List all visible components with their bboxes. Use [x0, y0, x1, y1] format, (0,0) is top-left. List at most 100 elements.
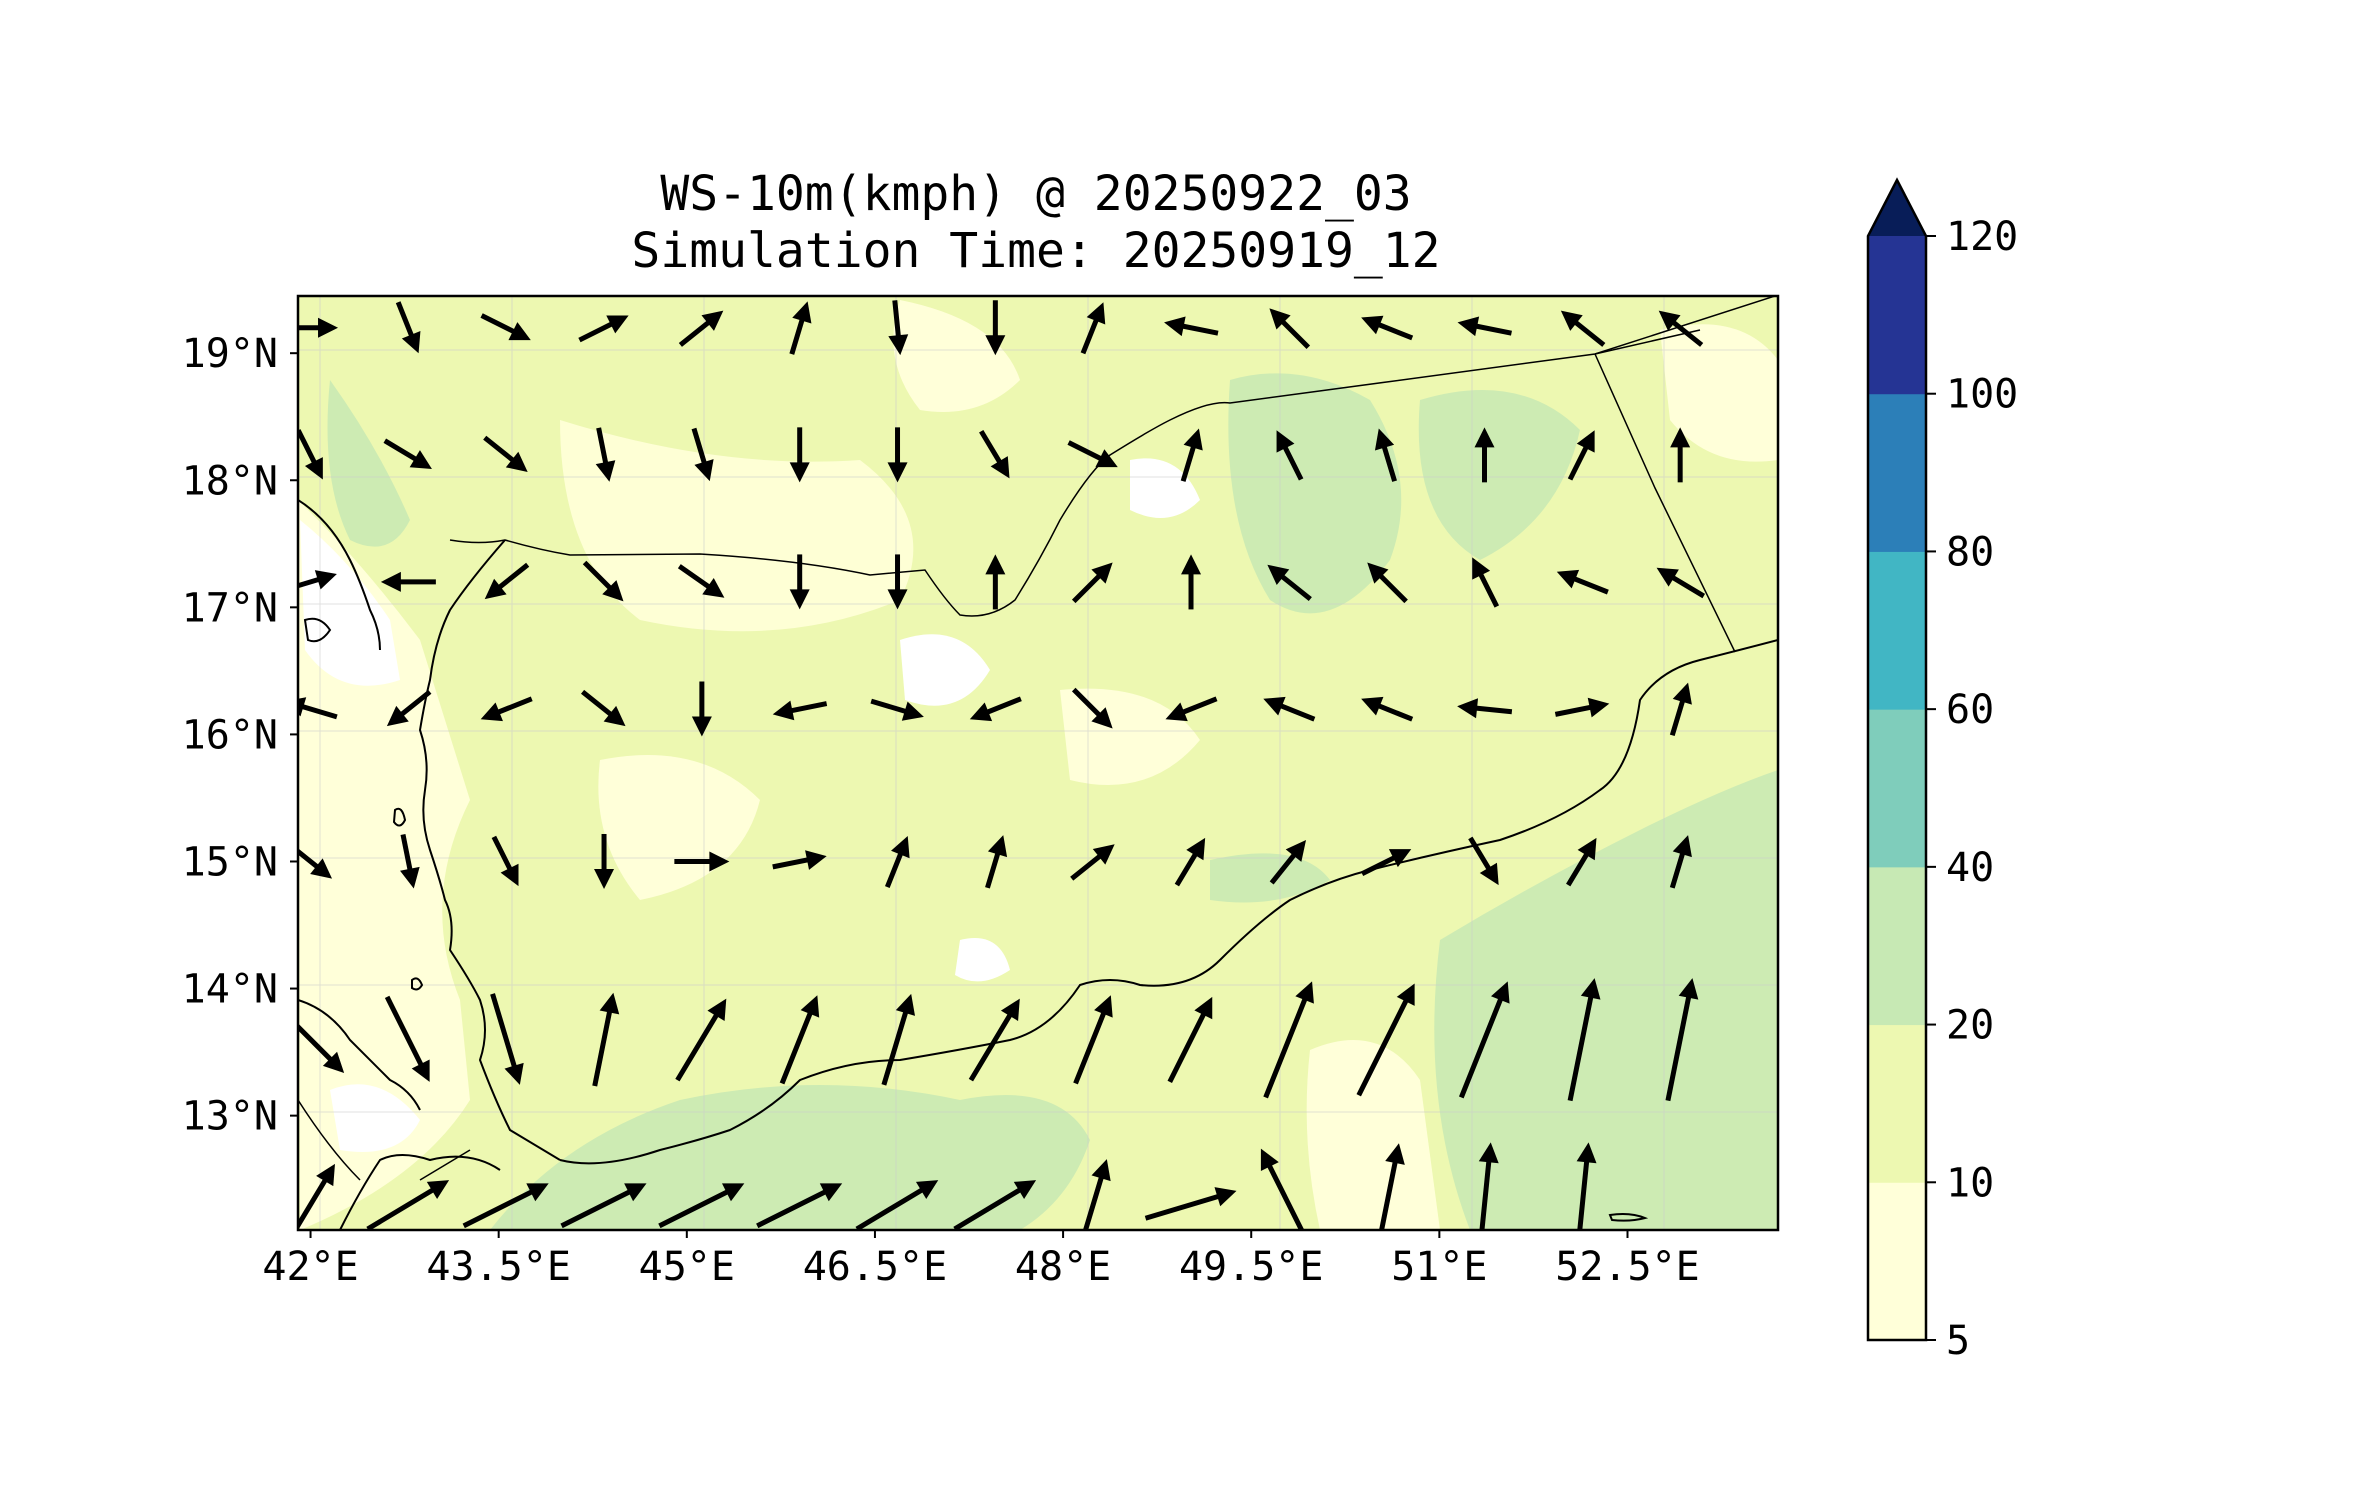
wind-arrow: [1478, 1142, 1499, 1230]
wind-arrow: [884, 835, 910, 888]
djibouti-coast: [298, 999, 421, 1111]
wind-arrow: [594, 833, 615, 889]
wind-arrow: [384, 995, 430, 1082]
wind-arrow: [691, 681, 712, 737]
island-hanish: [411, 977, 424, 991]
wind-arrow: [1474, 427, 1495, 483]
wind-arrow: [779, 995, 820, 1085]
x-tick-label: 51°E: [1391, 1244, 1487, 1290]
wind-arrow: [855, 1180, 939, 1230]
wind-arrow: [1181, 554, 1202, 610]
y-tick-label: 18°N: [182, 458, 278, 504]
wind-arrow: [592, 992, 620, 1087]
somalia-djibouti-border: [419, 1149, 471, 1181]
wind-arrow: [985, 835, 1008, 889]
wind-arrow: [595, 427, 616, 482]
y-tick-label: 17°N: [182, 585, 278, 631]
wind-arrow: [953, 1180, 1037, 1230]
wind-arrow: [1167, 996, 1213, 1083]
figure-title-line1: WS-10m(kmph) @ 20250922_03: [660, 166, 1411, 222]
island-dahlak: [303, 617, 332, 643]
wind-arrow: [1165, 696, 1218, 722]
wind-contour-light: [298, 300, 1778, 1230]
saudi-yemen-border: [449, 296, 1778, 617]
wind-arrow: [985, 300, 1006, 356]
wind-arrow: [887, 427, 908, 483]
wind-arrow: [298, 697, 338, 720]
wind-arrow: [674, 851, 730, 872]
colorbar-segment: [1868, 1182, 1926, 1341]
saudi-oman-border: [1594, 329, 1701, 355]
somalia-coast: [339, 1154, 501, 1230]
wind-arrow: [1269, 308, 1311, 349]
wind-arrow: [1071, 562, 1113, 604]
wind-arrow: [395, 301, 421, 354]
map-panel: [298, 296, 1778, 1230]
x-tick-label: 42°E: [262, 1244, 358, 1290]
wind-arrow: [483, 435, 528, 473]
wind-arrow: [1067, 440, 1118, 468]
wind-arrow: [1658, 310, 1704, 347]
wind-vectors: [298, 300, 1706, 1230]
wind-arrow: [1472, 557, 1500, 608]
wind-arrow: [1082, 1159, 1111, 1230]
wind-arrow: [1374, 428, 1397, 482]
x-tick-label: 52.5°E: [1555, 1244, 1700, 1290]
gulf-of-aden-coast: [559, 639, 1778, 1165]
wind-arrow: [1073, 995, 1113, 1085]
wind-arrow: [677, 564, 725, 598]
wind-arrow: [888, 300, 909, 356]
wind-arrow: [1566, 837, 1597, 887]
figure-title-line2: Simulation Time: 20250919_12: [631, 223, 1440, 279]
colorbar-segment: [1868, 1024, 1926, 1183]
wind-arrow: [490, 993, 524, 1085]
wind-arrow: [1269, 840, 1307, 885]
wind-arrow: [383, 438, 432, 469]
wind-arrow: [1556, 569, 1609, 595]
wind-arrow: [491, 835, 519, 887]
wind-arrow: [1656, 567, 1706, 599]
colorbar-segment: [1868, 393, 1926, 552]
wind-arrow: [1554, 697, 1610, 718]
wind-arrow: [772, 700, 828, 721]
wind-arrow: [985, 554, 1006, 610]
x-tick-label: 48°E: [1015, 1244, 1111, 1290]
wind-arrow: [484, 562, 530, 600]
wind-arrow: [400, 834, 420, 889]
wind-arrow: [1457, 316, 1512, 337]
wind-arrow: [580, 689, 626, 727]
colorbar-tick-label: 5: [1946, 1318, 1970, 1364]
y-tick-label: 14°N: [182, 967, 278, 1013]
y-tick-label: 19°N: [182, 331, 278, 377]
colorbar-tick-label: 120: [1946, 214, 2018, 260]
colorbar-extend-arrow: [1868, 180, 1926, 236]
wind-arrow: [772, 850, 827, 870]
wind-arrow: [1670, 427, 1691, 483]
coastlines: [298, 499, 1778, 1230]
map-gridlines: [298, 296, 1778, 1230]
wind-arrow: [462, 1183, 549, 1229]
wind-arrow: [1458, 981, 1510, 1099]
island-kamaran: [392, 807, 407, 827]
wind-arrow: [560, 1183, 647, 1229]
wind-arrow: [969, 696, 1022, 722]
wind-arrow: [298, 317, 339, 338]
eritrea-coast: [298, 499, 381, 651]
colorbar-tick-label: 100: [1946, 372, 2018, 418]
wind-contour-calm: [300, 458, 1200, 1152]
yemen-oman-border: [1594, 353, 1736, 653]
x-tick-label: 49.5°E: [1179, 1244, 1324, 1290]
wind-arrow: [480, 696, 533, 722]
wind-arrow: [1164, 316, 1219, 337]
wind-arrow: [298, 429, 323, 480]
red-sea-coast: [418, 539, 561, 1161]
wind-arrow: [1263, 696, 1316, 722]
wind-arrow: [1267, 564, 1312, 602]
y-tick-label: 13°N: [182, 1094, 278, 1140]
wind-arrow: [1669, 835, 1692, 889]
wind-arrow: [578, 315, 629, 343]
map-frame: [296, 294, 1780, 1232]
wind-arrow: [789, 427, 810, 483]
wind-arrow: [298, 1163, 335, 1230]
